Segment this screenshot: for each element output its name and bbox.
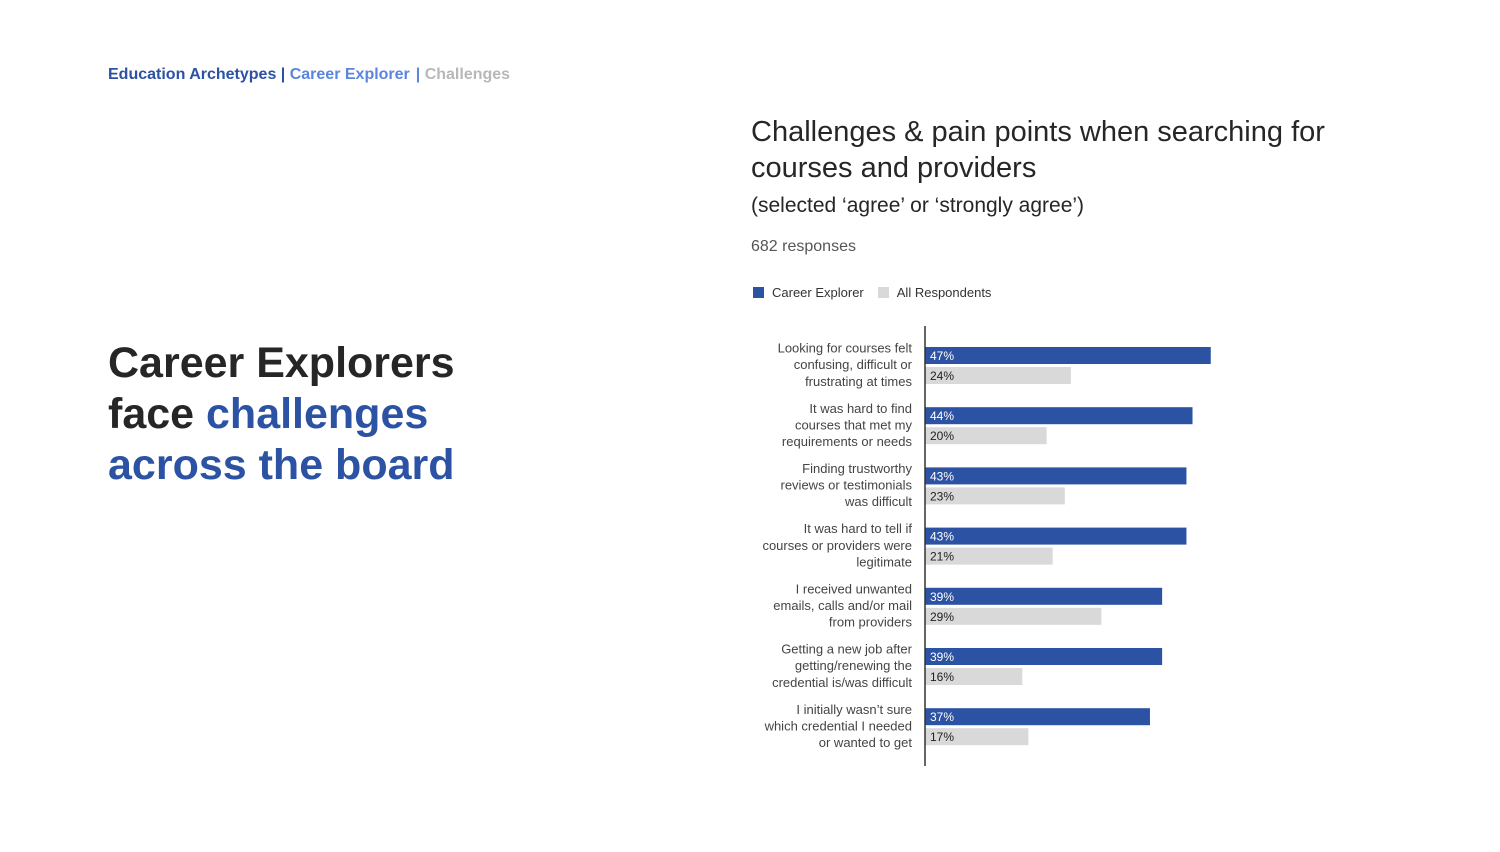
bar-chart: Looking for courses felt confusing, diffi…	[762, 326, 1211, 766]
page-headline: Career Explorers face challenges across …	[108, 338, 455, 491]
data-label-all-respondents: 23%	[930, 489, 954, 503]
data-label-career-explorer: 39%	[930, 590, 954, 604]
data-label-all-respondents: 24%	[930, 369, 954, 383]
category-label: I received unwanted emails, calls and/or …	[773, 581, 912, 629]
bar-career-explorer	[925, 648, 1163, 665]
data-label-career-explorer: 37%	[930, 710, 954, 724]
bar-career-explorer	[925, 527, 1187, 545]
legend-swatch-all-respondents	[877, 287, 889, 298]
legend-label-career-explorer: Career Explorer	[772, 285, 864, 300]
headline-line-1: Career Explorers	[108, 339, 455, 387]
chart-subtitle: (selected ‘agree’ or ‘strongly agree’)	[751, 194, 1085, 217]
data-label-career-explorer: 43%	[930, 469, 954, 483]
category-label: It was hard to tell if courses or provide…	[762, 521, 912, 569]
breadcrumb: Education Archetypes | Career Explorer | …	[108, 66, 510, 84]
bar-career-explorer	[925, 467, 1187, 485]
data-label-all-respondents: 16%	[930, 670, 954, 684]
data-label-career-explorer: 39%	[930, 650, 954, 664]
legend-swatch-career-explorer	[753, 287, 764, 298]
data-label-career-explorer: 47%	[930, 349, 954, 363]
legend-item-all-respondents: All Respondents	[877, 285, 992, 300]
chart-legend: Career Explorer All Respondents	[753, 285, 1005, 300]
bar-career-explorer	[925, 347, 1211, 364]
data-label-all-respondents: 21%	[930, 550, 954, 564]
bar-career-explorer	[925, 407, 1193, 425]
bar-all-respondents	[925, 427, 1047, 445]
headline-highlight: challenges	[206, 390, 429, 438]
category-label: Looking for courses felt confusing, diffi…	[778, 341, 913, 389]
breadcrumb-challenges: Challenges	[424, 66, 511, 83]
breadcrumb-career-explorer[interactable]: Career Explorer	[289, 66, 410, 83]
breadcrumb-education-archetypes[interactable]: Education Archetypes	[108, 66, 277, 83]
chart-title: Challenges & pain points when searching …	[751, 116, 1325, 184]
breadcrumb-separator: |	[276, 66, 290, 83]
response-count: 682 responses	[751, 238, 856, 255]
bar-all-respondents	[925, 487, 1065, 505]
category-label: I initially wasn’t sure which credential …	[764, 702, 913, 750]
bar-career-explorer	[925, 708, 1150, 726]
breadcrumb-separator: |	[415, 66, 425, 83]
data-label-career-explorer: 43%	[930, 530, 954, 544]
data-label-career-explorer: 44%	[930, 409, 954, 423]
headline-line-2: face challenges	[108, 389, 455, 440]
data-label-all-respondents: 20%	[930, 429, 954, 443]
bar-all-respondents	[925, 728, 1029, 746]
bar-all-respondents	[925, 668, 1023, 685]
headline-line-3: across the board	[108, 441, 455, 489]
category-label: Finding trustworthy reviews or testimonia…	[781, 461, 913, 509]
bar-all-respondents	[925, 607, 1102, 625]
headline-dark-text: face	[108, 390, 207, 438]
data-label-all-respondents: 29%	[930, 610, 954, 624]
bar-all-respondents	[925, 547, 1053, 565]
legend-item-career-explorer: Career Explorer	[753, 285, 864, 300]
legend-label-all-respondents: All Respondents	[896, 285, 992, 300]
bar-career-explorer	[925, 587, 1163, 605]
data-label-all-respondents: 17%	[930, 730, 954, 744]
bar-all-respondents	[925, 367, 1071, 384]
category-label: It was hard to find courses that met my re…	[782, 401, 913, 449]
category-label: Getting a new job after getting/renewing …	[772, 642, 913, 690]
